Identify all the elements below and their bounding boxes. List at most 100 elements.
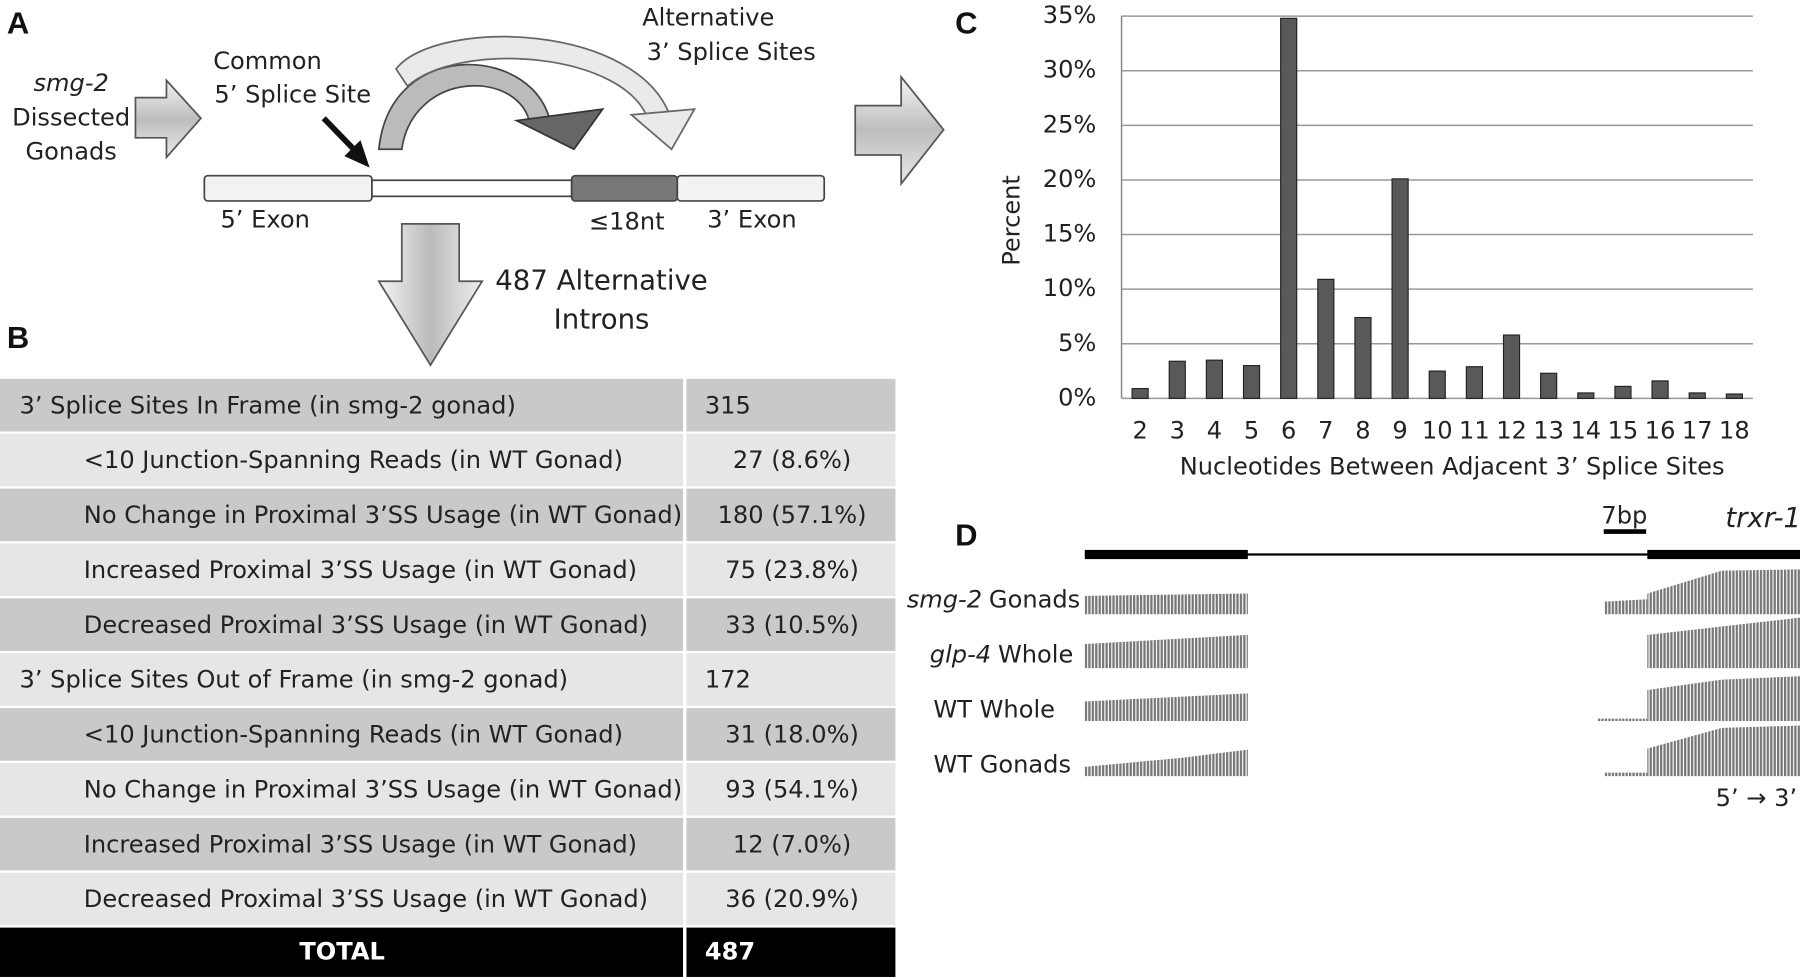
x-tick-label: 8 (1355, 417, 1370, 445)
x-tick-label: 4 (1207, 417, 1222, 445)
table-cell (0, 433, 684, 487)
y-tick-label: 20% (1043, 165, 1097, 193)
coverage (1084, 593, 1248, 615)
panel-c: C Percent Nucleotides Between Adjacent 3… (955, 1, 1753, 480)
common-label: Common (213, 47, 322, 75)
curved-arrow (377, 63, 553, 151)
coverage (1084, 634, 1248, 669)
row-value: 27 (8.6%) (733, 446, 851, 474)
x-tick-label: 11 (1459, 417, 1490, 445)
row-label: Decreased Proximal 3’SS Usage (in WT Gon… (84, 885, 648, 913)
table-cell (0, 488, 684, 542)
bar (1131, 387, 1149, 399)
bar (1577, 392, 1595, 399)
coverage (1604, 772, 1648, 777)
y-tick-label: 0% (1058, 383, 1096, 411)
total-value: 487 (705, 937, 755, 965)
bar (1502, 334, 1521, 399)
x-tick-label: 13 (1533, 417, 1564, 445)
row-value: 315 (705, 391, 751, 419)
bar (1540, 372, 1558, 399)
x-tick-label: 17 (1682, 417, 1713, 445)
bar (1354, 316, 1372, 399)
x-tick-label: 6 (1281, 417, 1296, 445)
arrow-head (513, 107, 605, 151)
row-value: 93 (54.1%) (725, 775, 859, 803)
coverage (1084, 749, 1248, 777)
table-cell (0, 653, 684, 706)
common-label: 5’ Splice Site (214, 80, 371, 108)
arrow (854, 74, 945, 187)
panel-letter: A (7, 5, 29, 40)
x-tick-label: 3 (1170, 417, 1185, 445)
table-cell (686, 488, 896, 542)
input-label: smg-2 (34, 69, 109, 97)
panel-a: A smg-2 Dissected Gonads Common 5’ Splic… (7, 3, 945, 367)
panel-letter: D (955, 517, 977, 552)
row-value: 12 (7.0%) (733, 830, 851, 858)
row-label: Increased Proximal 3’SS Usage (in WT Gon… (84, 830, 637, 858)
intron (371, 179, 573, 198)
y-tick-label: 10% (1043, 274, 1097, 302)
x-axis-title: Nucleotides Between Adjacent 3’ Splice S… (1180, 452, 1725, 480)
coverage (1604, 599, 1648, 615)
y-tick-label: 5% (1058, 329, 1096, 357)
row-value: 172 (705, 666, 751, 694)
row-label: No Change in Proximal 3’SS Usage (in WT … (84, 775, 682, 803)
row-label: 3’ Splice Sites Out of Frame (in smg-2 g… (20, 666, 569, 694)
track-label-italic: smg-2 (907, 585, 982, 613)
y-tick-label: 25% (1043, 110, 1097, 138)
bar (1242, 365, 1261, 399)
coverage (1597, 718, 1648, 721)
table-total (0, 927, 684, 977)
exon-label: 5’ Exon (220, 205, 309, 233)
y-axis-title: Percent (998, 175, 1026, 266)
table-cell (686, 708, 896, 761)
row-value: 33 (10.5%) (725, 611, 859, 639)
bar (1428, 370, 1446, 399)
direction-label: 5’ → 3’ (1716, 784, 1797, 812)
table-cell (686, 817, 896, 871)
exon-block (1647, 549, 1800, 560)
table-cell (686, 433, 896, 487)
row-value: 180 (57.1%) (718, 501, 867, 529)
arrow-head (629, 108, 697, 151)
row-label: Decreased Proximal 3’SS Usage (in WT Gon… (84, 611, 648, 639)
exon (676, 174, 826, 202)
x-tick-label: 5 (1244, 417, 1259, 445)
gene-label: trxr-1 (1725, 502, 1800, 534)
table-cell (0, 762, 684, 816)
exon-block (1084, 549, 1248, 560)
table-cell (686, 872, 896, 926)
table-cell (686, 378, 896, 432)
x-tick-label: 14 (1570, 417, 1601, 445)
table-cell (0, 708, 684, 761)
row-label: No Change in Proximal 3’SS Usage (in WT … (84, 501, 682, 529)
bar (1205, 359, 1224, 399)
table-cell (686, 598, 896, 651)
spacer (570, 174, 679, 202)
input-label: Dissected (12, 103, 130, 131)
coverage (1647, 569, 1800, 615)
row-label: Increased Proximal 3’SS Usage (in WT Gon… (84, 556, 637, 584)
track-label: WT Whole (933, 696, 1055, 724)
x-tick-label: 10 (1422, 417, 1453, 445)
row-label: <10 Junction-Spanning Reads (in WT Gonad… (84, 446, 623, 474)
x-tick-label: 12 (1496, 417, 1527, 445)
pointer-head (344, 140, 370, 168)
track-label-italic: glp-4 (930, 641, 991, 669)
table-cell (0, 543, 684, 597)
y-tick-label: 15% (1043, 220, 1097, 248)
x-tick-label: 16 (1645, 417, 1676, 445)
coverage (1647, 617, 1800, 669)
curved-arrow (394, 35, 673, 122)
panel-d: D 7bp trxr-1 smg-2 Gonads glp-4 Whole WT W… (907, 502, 1800, 812)
bar (1725, 393, 1743, 399)
input-label: Gonads (26, 138, 117, 166)
bar (1168, 360, 1186, 399)
table-cell (686, 762, 896, 816)
alt-label: 3’ Splice Sites (647, 38, 816, 66)
row-value: 36 (20.9%) (725, 885, 859, 913)
x-tick-label: 15 (1608, 417, 1639, 445)
